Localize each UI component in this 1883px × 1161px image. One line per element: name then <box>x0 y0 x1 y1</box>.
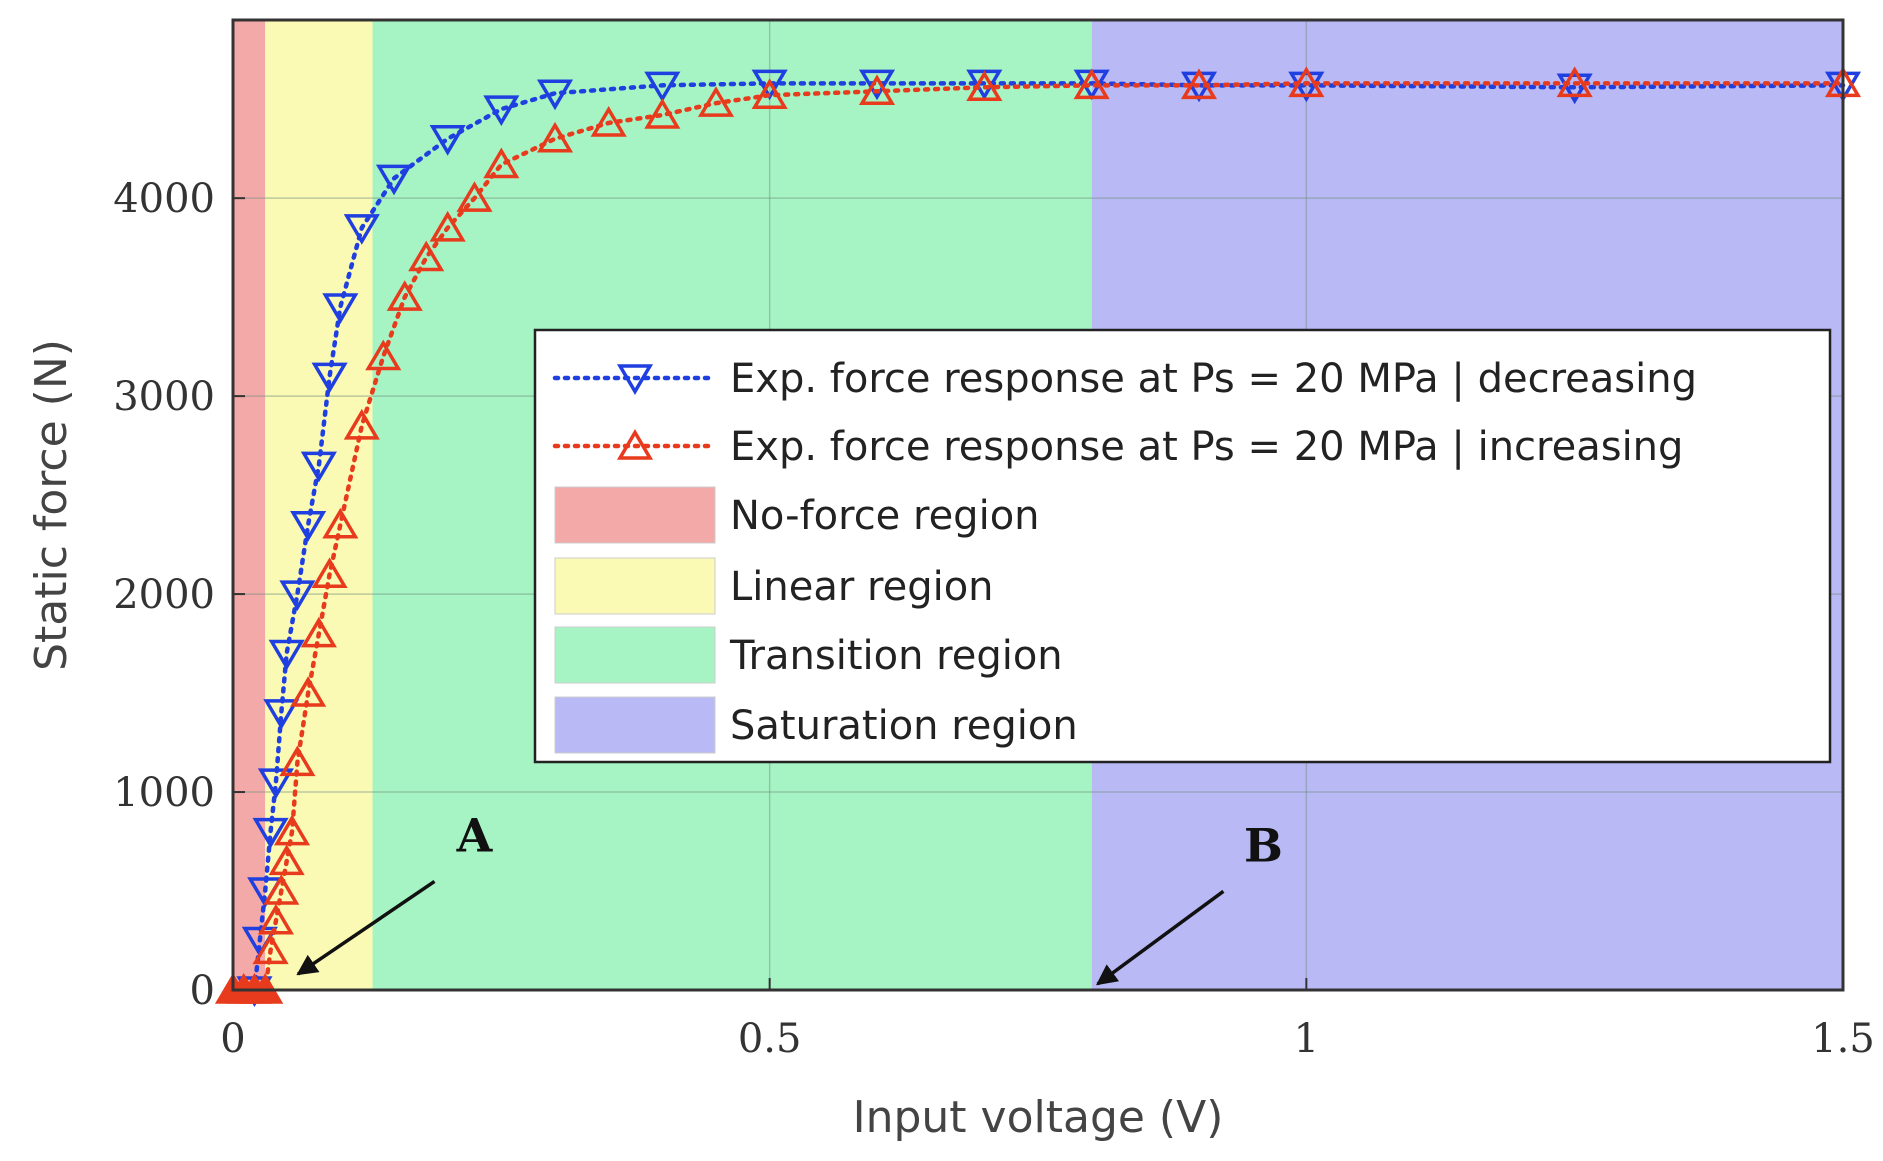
data-point <box>343 408 380 440</box>
data-point <box>408 240 445 272</box>
data-point <box>1288 66 1325 98</box>
annotation-arrow <box>296 879 436 976</box>
data-point <box>290 676 327 707</box>
legend-item-decreasing: Exp. force response at Ps = 20 MPa | dec… <box>552 356 1697 402</box>
data-point <box>751 69 788 101</box>
data-point <box>590 105 627 137</box>
region-no-force-region <box>233 20 266 990</box>
data-point <box>252 933 289 965</box>
x-tick-label: 1.5 <box>1811 1016 1875 1062</box>
data-point <box>257 768 294 800</box>
annotation-label: A <box>456 808 494 862</box>
legend-label: Exp. force response at Ps = 20 MPa | inc… <box>730 424 1683 470</box>
plot-frame <box>231 18 1845 992</box>
legend-swatch <box>554 486 716 544</box>
legend-box <box>533 328 1832 764</box>
data-point <box>300 451 337 483</box>
data-point <box>429 125 466 156</box>
data-point <box>456 181 493 212</box>
data-point <box>300 616 337 648</box>
legend-swatch <box>554 626 716 684</box>
data-point <box>268 639 305 671</box>
legend: Exp. force response at Ps = 20 MPa | dec… <box>533 328 1832 764</box>
legend-label: Linear region <box>730 564 994 610</box>
data-point <box>257 903 294 935</box>
data-point <box>343 214 380 245</box>
x-tick-label: 0 <box>220 1016 245 1062</box>
legend-swatch <box>554 696 716 754</box>
legend-item-region: Saturation region <box>554 696 1078 754</box>
y-tick-label: 3000 <box>113 374 215 420</box>
data-point <box>322 293 359 324</box>
series-increasing <box>214 66 1862 1004</box>
data-point <box>268 844 305 876</box>
data-point <box>1073 68 1110 100</box>
legend-item-region: Transition region <box>554 626 1063 684</box>
data-point <box>322 507 359 539</box>
data-point <box>966 70 1003 102</box>
data-point <box>697 86 735 117</box>
data-point <box>375 164 413 196</box>
data-point <box>279 745 316 777</box>
data-point <box>1556 73 1593 105</box>
legend-label: Saturation region <box>730 703 1078 749</box>
axis-ticks: 0 0.5 1 1.5 0 1000 2000 3000 4000 <box>113 176 1875 1062</box>
data-point <box>263 874 300 905</box>
region-linear-region <box>265 20 373 990</box>
y-tick-label: 2000 <box>113 572 215 618</box>
data-point <box>1180 68 1218 100</box>
data-point <box>290 511 327 542</box>
legend-label: No-force region <box>730 493 1040 539</box>
data-point <box>1556 66 1593 98</box>
data-point <box>429 210 466 242</box>
y-axis-label: Static force (N) <box>26 339 77 671</box>
data-point <box>483 95 520 127</box>
data-point <box>536 79 574 111</box>
data-point <box>1288 71 1325 103</box>
data-point <box>365 339 402 371</box>
x-tick-label: 0.5 <box>738 1016 802 1062</box>
legend-label: Transition region <box>729 633 1063 679</box>
y-tick-label: 0 <box>190 968 215 1014</box>
series <box>214 66 1862 1007</box>
data-point <box>858 74 896 106</box>
series-decreasing <box>236 69 1862 1007</box>
legend-swatch <box>554 557 716 615</box>
legend-marker <box>616 429 654 460</box>
data-point <box>252 817 289 849</box>
data-point <box>386 280 423 311</box>
data-point <box>858 69 896 101</box>
data-point <box>483 147 520 179</box>
data-point <box>751 78 788 109</box>
legend-marker <box>616 364 654 395</box>
y-tick-label: 1000 <box>113 770 215 816</box>
annotation-label: B <box>1244 818 1283 872</box>
x-tick-label: 1 <box>1294 1016 1319 1062</box>
legend-item-region: Linear region <box>554 557 994 615</box>
data-point <box>644 98 681 129</box>
data-point <box>311 362 348 394</box>
data-point <box>263 699 300 730</box>
legend-item-region: No-force region <box>554 486 1040 544</box>
data-point <box>311 557 348 589</box>
data-point <box>536 121 574 153</box>
legend-item-increasing: Exp. force response at Ps = 20 MPa | inc… <box>552 424 1683 470</box>
legend-label: Exp. force response at Ps = 20 MPa | dec… <box>730 356 1697 402</box>
data-point <box>279 580 316 612</box>
data-point <box>273 814 311 846</box>
annotation-arrow <box>1095 889 1225 986</box>
x-axis-label: Input voltage (V) <box>853 1092 1224 1143</box>
y-tick-label: 4000 <box>113 176 215 222</box>
data-point <box>644 71 681 103</box>
